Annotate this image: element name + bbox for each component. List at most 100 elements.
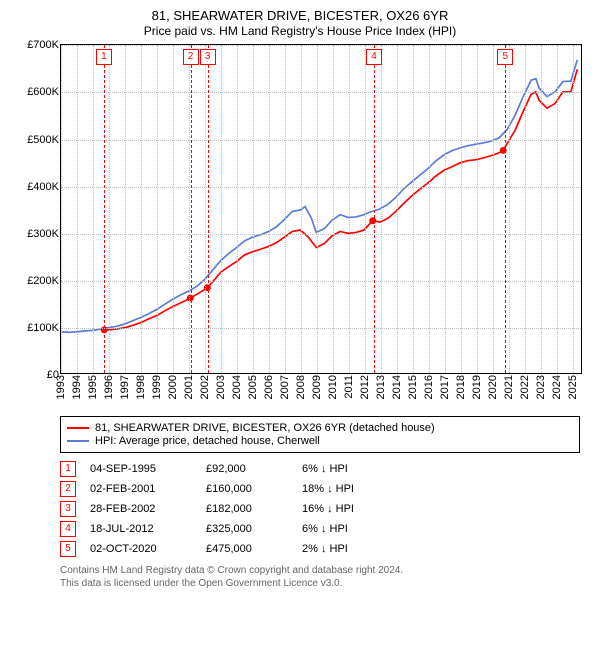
x-axis-label: 2001: [183, 375, 195, 399]
x-axis-label: 2016: [423, 375, 435, 399]
event-marker-line: [104, 45, 105, 373]
event-marker-line: [505, 45, 506, 373]
gridline-v: [525, 45, 526, 373]
x-axis-label: 2020: [487, 375, 499, 399]
footer-attribution: Contains HM Land Registry data © Crown c…: [60, 565, 580, 590]
x-axis-label: 2021: [503, 375, 515, 399]
gridline-v: [237, 45, 238, 373]
y-axis-label: £600K: [27, 86, 59, 98]
events-table-row: 3 28-FEB-2002 £182,000 16% ↓ HPI: [60, 499, 580, 519]
gridline-v: [157, 45, 158, 373]
gridline-v: [269, 45, 270, 373]
events-table-marker: 4: [60, 521, 76, 537]
chart-svg: [61, 45, 581, 373]
event-marker-line: [208, 45, 209, 373]
gridline-h: [61, 45, 581, 46]
x-axis-label: 2000: [167, 375, 179, 399]
legend-box: 81, SHEARWATER DRIVE, BICESTER, OX26 6YR…: [60, 416, 580, 453]
events-table-date: 28-FEB-2002: [90, 503, 200, 515]
events-table-row: 418-JUL-2012£325,0006% ↓ HPI: [60, 519, 580, 539]
legend-label: 81, SHEARWATER DRIVE, BICESTER, OX26 6YR…: [95, 422, 435, 434]
gridline-h: [61, 140, 581, 141]
events-table-date: 02-OCT-2020: [90, 543, 200, 555]
x-axis-label: 1997: [119, 375, 131, 399]
events-table-delta: 6% ↓ HPI: [302, 463, 392, 475]
x-axis-label: 2017: [439, 375, 451, 399]
x-axis-label: 2011: [343, 375, 355, 399]
events-table-row: 202-FEB-2001£160,00018% ↓ HPI: [60, 479, 580, 499]
y-axis-label: £300K: [27, 228, 59, 240]
footer-line-2: This data is licensed under the Open Gov…: [60, 578, 580, 591]
x-axis-label: 2007: [279, 375, 291, 399]
gridline-h: [61, 187, 581, 188]
figure-title: 81, SHEARWATER DRIVE, BICESTER, OX26 6YR: [10, 8, 590, 24]
gridline-h: [61, 92, 581, 93]
gridline-h: [61, 234, 581, 235]
gridline-h: [61, 328, 581, 329]
x-axis-label: 1995: [87, 375, 99, 399]
event-marker-box: 2: [183, 49, 199, 65]
gridline-v: [445, 45, 446, 373]
x-axis-label: 2002: [199, 375, 211, 399]
events-table-price: £475,000: [206, 543, 296, 555]
x-axis-label: 2022: [519, 375, 531, 399]
y-axis-label: £700K: [27, 39, 59, 51]
gridline-v: [125, 45, 126, 373]
y-axis-label: £400K: [27, 181, 59, 193]
x-axis-label: 2008: [295, 375, 307, 399]
x-axis-label: 2009: [311, 375, 323, 399]
gridline-v: [61, 45, 62, 373]
event-marker-box: 1: [96, 49, 112, 65]
gridline-v: [509, 45, 510, 373]
x-axis-label: 2023: [535, 375, 547, 399]
x-axis-label: 2024: [551, 375, 563, 399]
events-table-delta: 6% ↓ HPI: [302, 523, 392, 535]
x-axis-label: 2015: [407, 375, 419, 399]
events-table-delta: 18% ↓ HPI: [302, 483, 392, 495]
event-marker-box: 3: [200, 49, 216, 65]
x-axis-label: 2003: [215, 375, 227, 399]
gridline-v: [173, 45, 174, 373]
legend-swatch: [67, 427, 89, 429]
gridline-v: [477, 45, 478, 373]
event-marker-line: [374, 45, 375, 373]
gridline-v: [253, 45, 254, 373]
gridline-v: [461, 45, 462, 373]
events-table-price: £182,000: [206, 503, 296, 515]
gridline-v: [317, 45, 318, 373]
events-table-date: 04-SEP-1995: [90, 463, 200, 475]
chart-plot-area: £0£100K£200K£300K£400K£500K£600K£700K199…: [60, 44, 582, 374]
x-axis-label: 2018: [455, 375, 467, 399]
x-axis-label: 2004: [231, 375, 243, 399]
figure-container: 81, SHEARWATER DRIVE, BICESTER, OX26 6YR…: [0, 0, 600, 650]
x-axis-label: 2014: [391, 375, 403, 399]
x-axis-label: 2006: [263, 375, 275, 399]
y-axis-label: £500K: [27, 134, 59, 146]
gridline-v: [333, 45, 334, 373]
events-table-delta: 16% ↓ HPI: [302, 503, 392, 515]
events-table-price: £92,000: [206, 463, 296, 475]
x-axis-label: 1994: [71, 375, 83, 399]
events-table-date: 18-JUL-2012: [90, 523, 200, 535]
events-table-marker: 5: [60, 541, 76, 557]
gridline-v: [349, 45, 350, 373]
gridline-v: [141, 45, 142, 373]
x-axis-label: 1996: [103, 375, 115, 399]
gridline-v: [429, 45, 430, 373]
gridline-v: [77, 45, 78, 373]
events-table-marker: 3: [60, 501, 76, 517]
legend-item: 81, SHEARWATER DRIVE, BICESTER, OX26 6YR…: [67, 422, 573, 434]
gridline-v: [205, 45, 206, 373]
series-hpi: [62, 60, 578, 332]
figure-subtitle: Price paid vs. HM Land Registry's House …: [10, 24, 590, 38]
sale-marker-dot: [369, 217, 376, 224]
event-marker-box: 5: [497, 49, 513, 65]
x-axis-label: 2019: [471, 375, 483, 399]
x-axis-label: 2010: [327, 375, 339, 399]
footer-line-1: Contains HM Land Registry data © Crown c…: [60, 565, 580, 578]
gridline-v: [93, 45, 94, 373]
events-table-row: 104-SEP-1995£92,0006% ↓ HPI: [60, 459, 580, 479]
y-axis-label: £100K: [27, 322, 59, 334]
x-axis-label: 2013: [375, 375, 387, 399]
gridline-v: [365, 45, 366, 373]
